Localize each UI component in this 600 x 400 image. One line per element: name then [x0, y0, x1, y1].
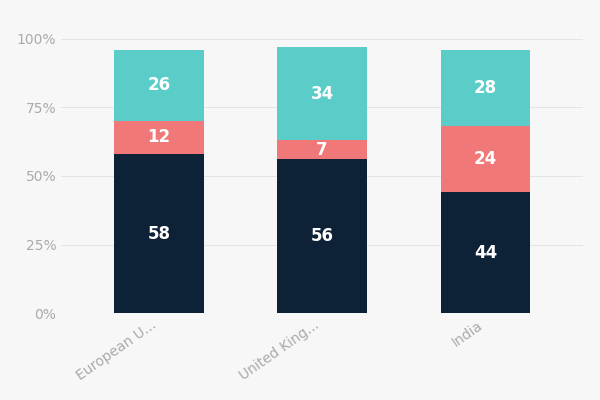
Bar [440, 126, 530, 192]
Text: 24: 24 [474, 150, 497, 168]
Text: 7: 7 [316, 141, 328, 159]
Text: 28: 28 [474, 79, 497, 97]
Text: 12: 12 [148, 128, 170, 146]
Bar [114, 154, 204, 313]
Text: 44: 44 [474, 244, 497, 262]
Bar [440, 50, 530, 126]
Text: 34: 34 [311, 84, 334, 102]
Text: 26: 26 [148, 76, 170, 94]
Text: 58: 58 [148, 224, 170, 242]
Bar [440, 192, 530, 313]
Bar [277, 140, 367, 160]
Text: 56: 56 [311, 227, 334, 245]
Bar [114, 121, 204, 154]
Bar [277, 47, 367, 140]
Bar [277, 160, 367, 313]
Bar [114, 50, 204, 121]
